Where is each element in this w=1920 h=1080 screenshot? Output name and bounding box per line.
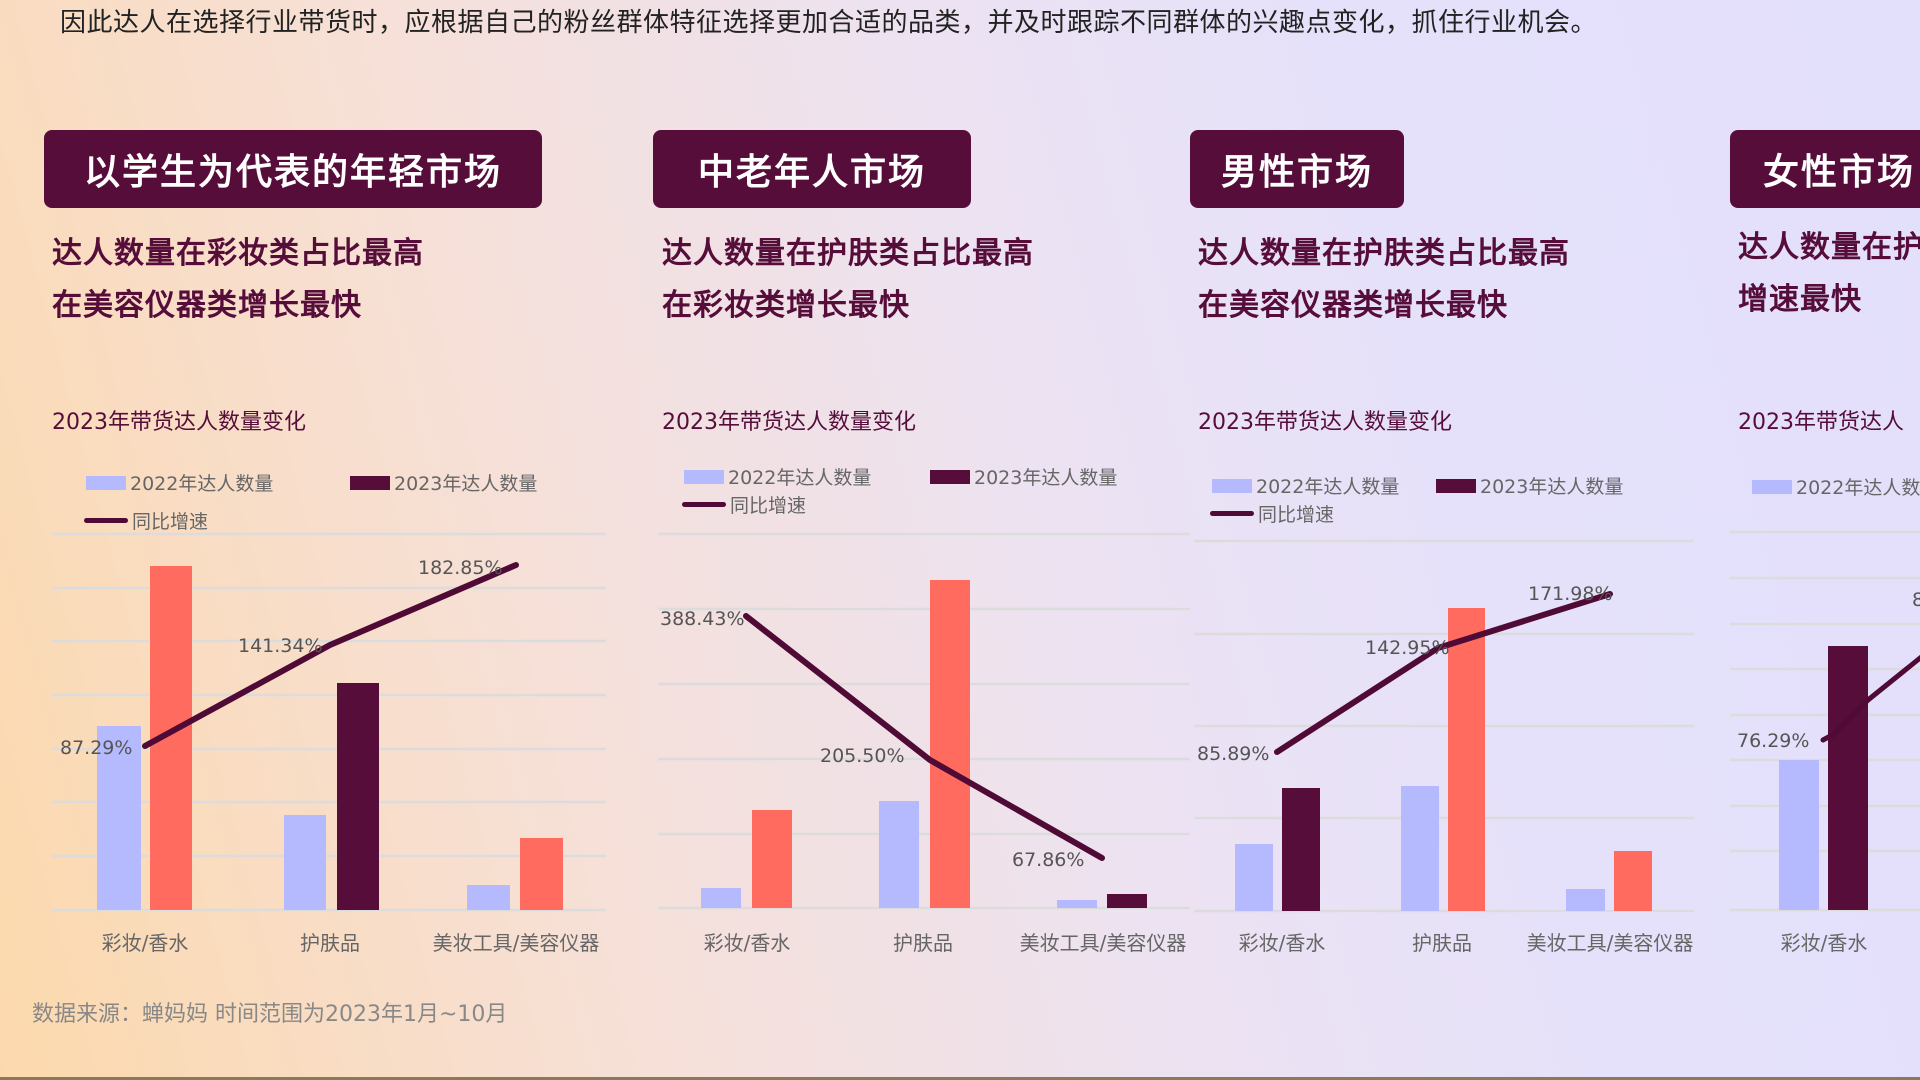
gridlines [658, 532, 1190, 910]
svg-text:美妆工具/美容仪器: 美妆工具/美容仪器 [1020, 931, 1187, 955]
panel-subtitle-2: 在彩妆类增长最快 [662, 288, 910, 323]
growth-line [1820, 654, 1920, 743]
svg-text:彩妆/香水: 彩妆/香水 [102, 931, 189, 955]
legend-swatch-2023 [930, 469, 970, 484]
svg-text:388.43%: 388.43% [660, 608, 745, 630]
bars [1235, 608, 1652, 911]
data-source-note: 数据来源：蝉妈妈 时间范围为2023年1月~10月 [32, 1002, 508, 1027]
legend-label: 2022年达人数量 [1796, 477, 1920, 499]
legend-2022: 2022年达人数量 [1752, 473, 1920, 500]
legend-swatch-2022 [1212, 478, 1252, 493]
legend-label: 2022年达人数量 [1256, 476, 1400, 498]
chart-title: 2023年带货达人数量变化 [662, 410, 916, 435]
svg-text:142.95%: 142.95% [1365, 637, 1450, 659]
gridlines [1194, 539, 1694, 913]
panel-female-market: 女性市场 达人数量在护 增速最快 2023年带货达人 2022年达人数量 76.… [1730, 0, 1920, 1080]
svg-text:护肤品: 护肤品 [300, 931, 360, 955]
svg-text:美妆工具/美容仪器: 美妆工具/美容仪器 [1527, 931, 1694, 955]
panel-young-market: 以学生为代表的年轻市场 达人数量在彩妆类占比最高 在美容仪器类增长最快 2023… [0, 0, 640, 1080]
legend-2023: 2023年达人数量 [350, 469, 537, 496]
bottom-divider [0, 1077, 1920, 1080]
bars [701, 580, 1147, 908]
panel-title: 以学生为代表的年轻市场 [44, 130, 542, 208]
legend-2023: 2023年达人数量 [930, 463, 1117, 490]
legend-growth: 同比增速 [1210, 500, 1334, 527]
legend-swatch-2022 [684, 469, 724, 484]
svg-text:彩妆/香水: 彩妆/香水 [1239, 931, 1326, 955]
legend-swatch-2023 [350, 475, 390, 490]
legend-swatch-2022 [1752, 479, 1792, 494]
legend-swatch-2022 [86, 475, 126, 490]
growth-line [1274, 591, 1613, 755]
legend-growth: 同比增速 [682, 491, 806, 518]
panel-subtitle-2: 增速最快 [1738, 282, 1862, 317]
legend-swatch-line [84, 518, 128, 523]
svg-text:67.86%: 67.86% [1012, 849, 1084, 871]
svg-text:彩妆/香水: 彩妆/香水 [704, 931, 791, 955]
legend-2022: 2022年达人数量 [684, 463, 871, 490]
growth-line [743, 613, 1105, 861]
panel-male-market: 男性市场 达人数量在护肤类占比最高 在美容仪器类增长最快 2023年带货达人数量… [1190, 0, 1730, 1080]
legend-label: 同比增速 [730, 495, 807, 517]
combo-chart: 85.89% 142.95% 171.98% 彩妆/香水 护肤品 美妆工具/美容… [1194, 539, 1694, 955]
svg-text:182.85%: 182.85% [418, 557, 503, 579]
svg-text:彩妆/香水: 彩妆/香水 [1781, 931, 1868, 955]
svg-text:205.50%: 205.50% [820, 745, 905, 767]
legend-swatch-2023 [1436, 478, 1476, 493]
panel-subtitle-1: 达人数量在护肤类占比最高 [662, 236, 1034, 271]
intro-text: 因此达人在选择行业带货时，应根据自己的粉丝群体特征选择更加合适的品类，并及时跟踪… [60, 8, 1598, 38]
panel-subtitle-1: 达人数量在护肤类占比最高 [1198, 236, 1570, 271]
combo-chart: 388.43% 205.50% 67.86% 彩妆/香水 护肤品 美妆工具/美容… [658, 532, 1190, 955]
svg-text:87.29%: 87.29% [60, 737, 132, 759]
panel-subtitle-1: 达人数量在护 [1738, 230, 1920, 265]
legend-label: 2022年达人数量 [130, 473, 274, 495]
bars [1779, 646, 1868, 910]
gridlines [1730, 530, 1920, 912]
panel-elderly-market: 中老年人市场 达人数量在护肤类占比最高 在彩妆类增长最快 2023年带货达人数量… [640, 0, 1200, 1080]
svg-text:美妆工具/美容仪器: 美妆工具/美容仪器 [433, 931, 600, 955]
svg-text:8: 8 [1912, 589, 1920, 611]
legend-2022: 2022年达人数量 [1212, 472, 1399, 499]
panel-subtitle-2: 在美容仪器类增长最快 [1198, 288, 1508, 323]
growth-line [142, 562, 519, 749]
panel-title: 男性市场 [1190, 130, 1404, 208]
gridlines [52, 532, 606, 912]
legend-swatch-line [1210, 511, 1254, 516]
legend-label: 2023年达人数量 [974, 467, 1118, 489]
chart-title: 2023年带货达人数量变化 [52, 410, 306, 435]
panel-subtitle-2: 在美容仪器类增长最快 [52, 288, 362, 323]
legend-swatch-line [682, 502, 726, 507]
legend-label: 2022年达人数量 [728, 467, 872, 489]
combo-chart: 87.29% 141.34% 182.85% 彩妆/香水 护肤品 美妆工具/美容… [52, 532, 606, 955]
svg-text:171.98%: 171.98% [1528, 583, 1613, 605]
panel-subtitle-1: 达人数量在彩妆类占比最高 [52, 236, 424, 271]
panel-title: 中老年人市场 [653, 130, 971, 208]
panel-title: 女性市场 [1730, 130, 1920, 208]
svg-text:85.89%: 85.89% [1197, 743, 1269, 765]
legend-label: 同比增速 [132, 511, 209, 533]
bars [97, 566, 563, 910]
legend-label: 2023年达人数量 [394, 473, 538, 495]
combo-chart: 76.29% 8 彩妆/香水 [1730, 530, 1920, 955]
chart-title: 2023年带货达人 [1738, 410, 1904, 435]
svg-text:76.29%: 76.29% [1737, 730, 1809, 752]
legend-2023: 2023年达人数量 [1436, 472, 1623, 499]
legend-growth: 同比增速 [84, 507, 208, 534]
legend-label: 2023年达人数量 [1480, 476, 1624, 498]
legend-label: 同比增速 [1258, 504, 1335, 526]
legend-2022: 2022年达人数量 [86, 469, 273, 496]
svg-text:护肤品: 护肤品 [893, 931, 953, 955]
svg-text:141.34%: 141.34% [238, 635, 323, 657]
svg-text:护肤品: 护肤品 [1412, 931, 1472, 955]
chart-title: 2023年带货达人数量变化 [1198, 410, 1452, 435]
